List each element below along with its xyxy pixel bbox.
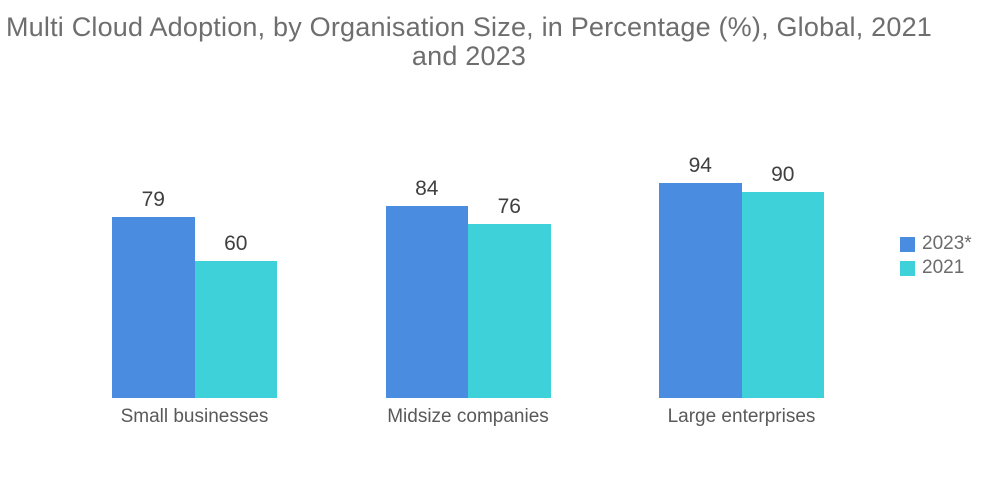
bar-value-label: 79 — [141, 188, 165, 211]
legend-label-2023: 2023* — [922, 233, 972, 254]
bar-value-label: 76 — [497, 195, 521, 218]
category-label: Small businesses — [120, 406, 269, 427]
bar-column: 84 — [385, 177, 468, 398]
bar-column: 76 — [468, 195, 551, 398]
chart-title-line1: Multi Cloud Adoption, by Organisation Si… — [5, 12, 932, 42]
bar-column: 90 — [741, 163, 824, 398]
legend-swatch-2023-icon — [900, 236, 915, 252]
legend-item-2021[interactable]: 2021 — [900, 257, 972, 278]
bar-2021[interactable] — [194, 261, 277, 398]
bar-value-label: 90 — [771, 163, 795, 186]
bar-group: 84 76 — [385, 177, 551, 398]
legend-swatch-2021-icon — [900, 260, 915, 276]
category-label: Large enterprises — [667, 406, 816, 427]
bar-group: 94 90 — [659, 154, 824, 398]
legend-label-2021: 2021 — [922, 257, 965, 278]
bar-2023[interactable] — [385, 206, 468, 398]
bar-2023[interactable] — [659, 183, 742, 398]
bar-value-label: 60 — [224, 232, 248, 255]
bar-2023[interactable] — [112, 217, 195, 398]
chart-title: Multi Cloud Adoption, by Organisation Si… — [0, 13, 938, 71]
bar-group: 79 60 — [112, 188, 277, 398]
bar-value-label: 94 — [688, 154, 712, 177]
bar-column: 94 — [659, 154, 742, 398]
bar-2021[interactable] — [741, 192, 824, 398]
plot-area: 79 60 84 76 94 90 — [112, 0, 824, 398]
legend-item-2023[interactable]: 2023* — [900, 233, 972, 254]
legend: 2023* 2021 — [900, 233, 972, 278]
bar-value-label: 84 — [415, 177, 439, 200]
chart-title-line2: and 2023 — [411, 41, 527, 71]
bar-column: 60 — [194, 232, 277, 398]
category-label: Midsize companies — [387, 406, 549, 427]
bar-column: 79 — [112, 188, 195, 398]
bar-2021[interactable] — [468, 224, 551, 398]
category-axis: Small businesses Midsize companies Large e… — [112, 406, 824, 428]
